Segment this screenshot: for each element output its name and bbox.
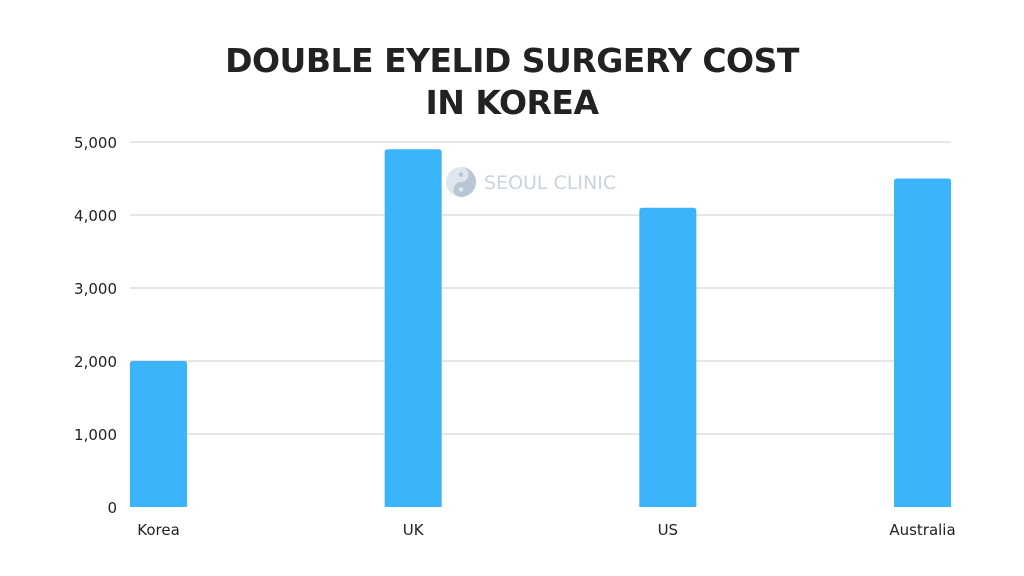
y-tick-label: 4,000 bbox=[74, 207, 117, 225]
chart-title: DOUBLE EYELID SURGERY COST IN KOREA bbox=[0, 40, 1024, 124]
grid-lines bbox=[130, 141, 951, 435]
bar-uk bbox=[384, 149, 442, 508]
bar-korea bbox=[130, 361, 187, 507]
watermark: SEOUL CLINIC bbox=[446, 167, 616, 197]
bar-australia bbox=[894, 178, 951, 507]
y-tick-label: 0 bbox=[107, 499, 117, 517]
x-tick-label: Korea bbox=[137, 521, 180, 539]
y-axis: 0 1,000 2,000 3,000 4,000 5,000 bbox=[74, 134, 117, 517]
y-tick-label: 5,000 bbox=[74, 134, 117, 152]
x-tick-label: US bbox=[658, 521, 679, 539]
x-axis: Korea UK US Australia bbox=[137, 521, 955, 539]
x-tick-label: Australia bbox=[889, 521, 955, 539]
y-tick-label: 1,000 bbox=[74, 426, 117, 444]
bar-us bbox=[639, 207, 697, 507]
watermark-text: SEOUL CLINIC bbox=[484, 172, 616, 194]
chart-title-line-1: DOUBLE EYELID SURGERY COST bbox=[225, 41, 799, 80]
x-tick-label: UK bbox=[403, 521, 425, 539]
y-tick-label: 2,000 bbox=[74, 353, 117, 371]
y-tick-label: 3,000 bbox=[74, 280, 117, 298]
bars bbox=[130, 149, 951, 508]
yin-yang-icon bbox=[446, 167, 476, 197]
chart-title-line-2: IN KOREA bbox=[425, 83, 599, 122]
